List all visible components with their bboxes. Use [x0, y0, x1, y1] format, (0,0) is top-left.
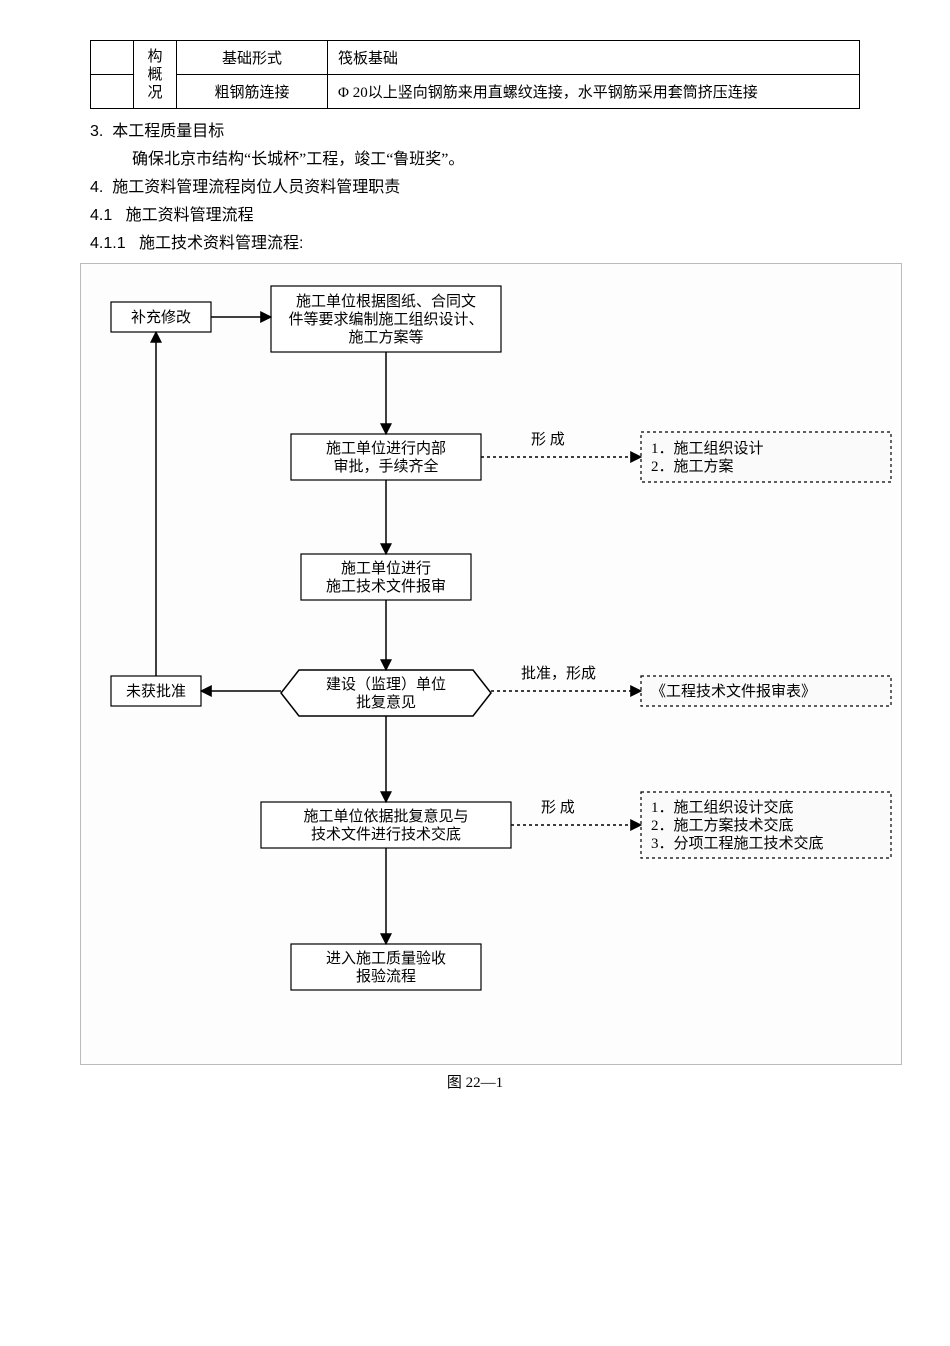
svg-text:1．施工组织设计: 1．施工组织设计 [651, 440, 764, 457]
svg-text:2．施工方案: 2．施工方案 [651, 457, 734, 475]
row2-value: Φ 20以上竖向钢筋来用直螺纹连接，水平钢筋采用套筒挤压连接 [328, 75, 860, 109]
svg-text:《工程技术文件报审表》: 《工程技术文件报审表》 [651, 683, 816, 700]
svg-text:报验流程: 报验流程 [356, 968, 416, 985]
svg-text:施工技术文件报审: 施工技术文件报审 [326, 578, 446, 595]
svg-text:批复意见: 批复意见 [356, 693, 416, 711]
row1-value: 筏板基础 [328, 41, 860, 75]
section-3-body: 确保北京市结构“长城杯”工程，竣工“鲁班奖”。 [132, 145, 860, 169]
svg-text:审批，手续齐全: 审批，手续齐全 [333, 457, 438, 475]
svg-text:施工单位根据图纸、合同文: 施工单位根据图纸、合同文 [296, 293, 476, 310]
section-4: 4. 施工资料管理流程岗位人员资料管理职责 [90, 173, 860, 197]
svg-text:施工单位进行内部: 施工单位进行内部 [326, 440, 446, 457]
svg-text:形 成: 形 成 [541, 799, 575, 816]
side-label-2: 况 [147, 85, 162, 101]
info-table: 构 概 况 基础形式 筏板基础 粗钢筋连接 Φ 20以上竖向钢筋来用直螺纹连接，… [90, 40, 860, 109]
section-4-1-1: 4.1.1 施工技术资料管理流程: [90, 229, 860, 253]
svg-text:进入施工质量验收: 进入施工质量验收 [326, 950, 446, 967]
flowchart: 补充修改 施工单位根据图纸、合同文件等要求编制施工组织设计、施工方案等施工单位进行… [80, 263, 902, 1065]
svg-text:施工方案等: 施工方案等 [348, 328, 423, 346]
svg-text:2．施工方案技术交底: 2．施工方案技术交底 [651, 816, 794, 834]
svg-text:3．分项工程施工技术交底: 3．分项工程施工技术交底 [651, 834, 824, 852]
svg-text:技术文件进行技术交底: 技术文件进行技术交底 [311, 825, 461, 843]
section-4-1: 4.1 施工资料管理流程 [90, 201, 860, 225]
svg-text:形 成: 形 成 [531, 431, 565, 448]
svg-text:件等要求编制施工组织设计、: 件等要求编制施工组织设计、 [288, 310, 483, 328]
svg-text:批准，形成: 批准，形成 [521, 665, 596, 682]
svg-text:施工单位进行: 施工单位进行 [341, 560, 431, 577]
side-label-1: 概 [147, 67, 162, 83]
side-label-0: 构 [147, 49, 162, 65]
svg-text:施工单位依据批复意见与: 施工单位依据批复意见与 [303, 807, 468, 825]
row1-label: 基础形式 [177, 41, 328, 75]
flowchart-caption: 图 22—1 [90, 1071, 860, 1092]
section-3: 3. 本工程质量目标 [90, 117, 860, 141]
svg-text:建设（监理）单位: 建设（监理）单位 [326, 676, 446, 693]
svg-text:补充修改: 补充修改 [131, 309, 191, 326]
row2-label: 粗钢筋连接 [177, 75, 328, 109]
svg-text:未获批准: 未获批准 [126, 683, 186, 700]
svg-text:1．施工组织设计交底: 1．施工组织设计交底 [651, 798, 794, 816]
